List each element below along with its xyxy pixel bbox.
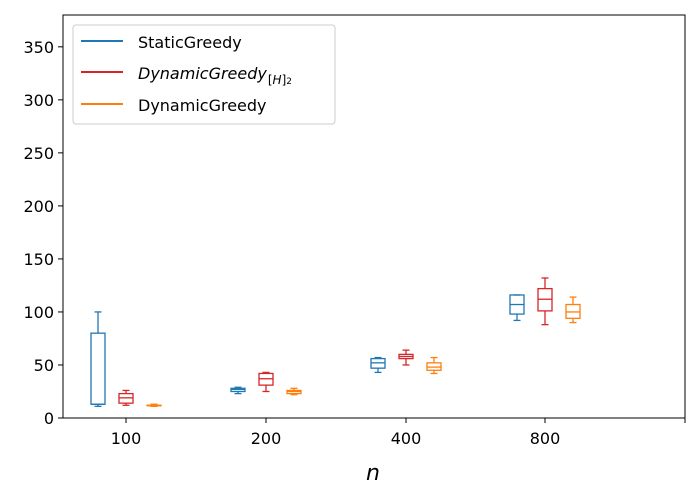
axes: 0 50 100 150 200 250 300 350 100 200 400 800 bbox=[23, 14, 686, 448]
box-2-100 bbox=[146, 403, 162, 407]
x-tick-label: 800 bbox=[530, 429, 561, 448]
y-tick-label: 0 bbox=[44, 409, 54, 428]
legend: StaticGreedy DynamicGreedy[H]2 DynamicGr… bbox=[72, 24, 336, 125]
box-plot-boxes bbox=[90, 277, 581, 407]
box-1-400 bbox=[398, 349, 414, 366]
y-tick-label: 150 bbox=[23, 250, 54, 269]
x-tick-label: 400 bbox=[391, 429, 422, 448]
legend-frame bbox=[72, 24, 336, 125]
y-tick-label: 100 bbox=[23, 303, 54, 322]
y-tick-label: 250 bbox=[23, 144, 54, 163]
box-2-400 bbox=[426, 356, 442, 375]
legend-label-static-greedy: StaticGreedy bbox=[138, 33, 242, 52]
box-2-200 bbox=[286, 387, 302, 396]
y-tick-label: 350 bbox=[23, 38, 54, 57]
legend-label-dynamic-greedy-h2-main: DynamicGreedy bbox=[138, 64, 267, 83]
x-tick-label: 100 bbox=[111, 429, 142, 448]
y-tick-label: 200 bbox=[23, 197, 54, 216]
x-tick-label: 200 bbox=[251, 429, 282, 448]
box-0-800 bbox=[509, 294, 525, 322]
legend-label-dynamic-greedy: DynamicGreedy bbox=[138, 96, 267, 115]
box-0-100 bbox=[90, 311, 106, 407]
y-tick-label: 300 bbox=[23, 91, 54, 110]
box-1-200 bbox=[258, 371, 274, 393]
x-axis-label: n bbox=[366, 461, 380, 486]
box-1-100 bbox=[118, 389, 134, 406]
box-0-200 bbox=[230, 386, 246, 395]
legend-label-dynamic-greedy-h2-subscript: [H]2 bbox=[268, 73, 292, 87]
axes-frame bbox=[62, 14, 686, 419]
box-2-800 bbox=[565, 296, 581, 324]
box-0-400 bbox=[370, 356, 386, 374]
legend-label-dynamic-greedy-h2: DynamicGreedy[H]2 bbox=[138, 64, 292, 87]
box-1-800 bbox=[537, 277, 553, 326]
y-tick-label: 50 bbox=[34, 356, 54, 375]
